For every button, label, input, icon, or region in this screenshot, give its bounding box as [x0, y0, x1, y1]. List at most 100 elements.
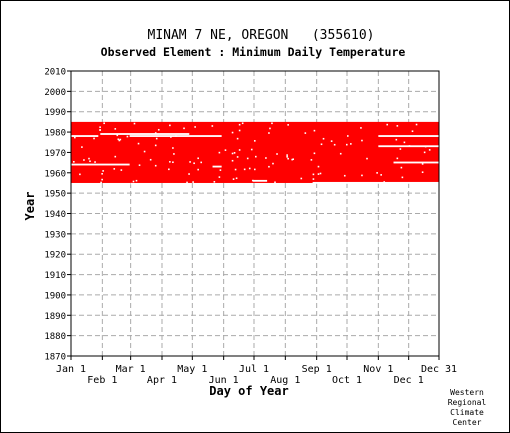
missing-day [322, 137, 325, 140]
missing-day [246, 157, 249, 160]
missing-day [74, 136, 76, 139]
missing-day [126, 135, 129, 138]
missing-day [154, 144, 157, 147]
missing-day [120, 169, 123, 171]
y-tick-label: 1900 [44, 291, 66, 301]
missing-day [224, 149, 227, 151]
grid [71, 71, 439, 356]
missing-day [403, 141, 406, 144]
missing-day [172, 161, 174, 164]
y-tick-label: 1950 [44, 190, 66, 200]
missing-day [276, 153, 278, 155]
x-tick-label: Oct 1 [332, 375, 362, 386]
y-axis-label: Year [23, 192, 37, 221]
missing-day [154, 132, 157, 134]
missing-day [238, 129, 241, 132]
missing-day [113, 168, 116, 170]
credit-line: Western [450, 388, 484, 397]
missing-day [320, 143, 323, 146]
missing-day [218, 151, 221, 154]
missing-day [192, 181, 194, 183]
missing-gap [100, 133, 190, 135]
missing-day [361, 174, 363, 177]
missing-day [83, 159, 85, 161]
y-tick-label: 1870 [44, 353, 66, 363]
missing-day [172, 147, 174, 149]
credit-line: Climate [450, 408, 484, 417]
missing-gap [252, 179, 268, 182]
missing-day [238, 149, 241, 151]
missing-day [219, 169, 222, 171]
missing-day [170, 136, 172, 138]
missing-day [101, 178, 103, 181]
x-tick-label: Jun 1 [209, 375, 239, 386]
missing-day [137, 142, 140, 145]
missing-day [361, 139, 363, 142]
missing-day [132, 180, 135, 183]
missing-day [94, 161, 96, 163]
x-tick-label: Dec 1 [394, 375, 424, 386]
missing-day [415, 123, 418, 126]
missing-day [286, 156, 288, 158]
missing-day [317, 173, 320, 175]
missing-day [138, 164, 141, 166]
missing-day [99, 129, 101, 131]
missing-day [232, 178, 235, 180]
y-tick-label: 1970 [44, 149, 66, 159]
x-tick-label: Jan 1 [56, 364, 86, 375]
missing-day [157, 128, 160, 131]
y-tick-label: 1880 [44, 332, 66, 342]
missing-day [396, 157, 399, 160]
missing-gap [378, 135, 439, 137]
missing-day [313, 129, 316, 132]
missing-day [231, 131, 234, 134]
missing-day [253, 140, 256, 142]
missing-day [234, 168, 237, 171]
missing-day [396, 125, 399, 127]
missing-day [99, 126, 101, 128]
y-tick-label: 1980 [44, 129, 66, 139]
y-tick-label: 1910 [44, 271, 66, 281]
missing-day [154, 164, 157, 167]
missing-day [183, 127, 185, 130]
missing-day [268, 132, 270, 134]
x-tick-label: Apr 1 [147, 375, 177, 386]
missing-day [313, 152, 316, 155]
missing-day [130, 182, 133, 185]
missing-day [135, 179, 138, 182]
missing-day [231, 159, 234, 162]
missing-day [81, 146, 83, 148]
x-tick-label: Jul 1 [239, 364, 269, 375]
missing-day [236, 137, 239, 140]
missing-day [200, 161, 203, 164]
missing-day [93, 137, 95, 140]
missing-day [401, 176, 404, 179]
missing-day [274, 181, 276, 184]
missing-day [312, 178, 315, 180]
missing-day [243, 168, 246, 171]
missing-day [238, 123, 241, 126]
observation-block [71, 121, 439, 183]
missing-day [193, 162, 195, 165]
missing-day [287, 157, 289, 160]
missing-day [241, 122, 244, 125]
missing-day [197, 157, 199, 160]
missing-day [253, 168, 256, 171]
missing-day [248, 167, 251, 170]
y-tick-label: 1960 [44, 169, 66, 179]
y-tick-label: 1890 [44, 312, 66, 322]
missing-day [399, 148, 402, 150]
missing-day [408, 145, 411, 147]
credit-line: Center [452, 418, 482, 427]
missing-day [421, 163, 424, 165]
credit-text: Western Regional Climate Center [439, 388, 495, 428]
y-tick-label: 1930 [44, 230, 66, 240]
x-tick-label: Sep 1 [302, 364, 332, 375]
y-tick-label: 2010 [44, 68, 66, 78]
missing-day [339, 152, 342, 155]
missing-day [265, 157, 267, 159]
missing-day [118, 139, 121, 142]
missing-day [330, 140, 333, 142]
missing-day [300, 177, 303, 180]
missing-day [101, 173, 103, 175]
